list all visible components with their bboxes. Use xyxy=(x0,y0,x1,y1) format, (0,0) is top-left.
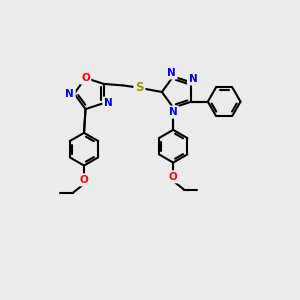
Text: N: N xyxy=(65,88,74,98)
Text: N: N xyxy=(167,68,176,78)
Text: S: S xyxy=(135,81,144,94)
Text: O: O xyxy=(169,172,178,182)
Text: O: O xyxy=(81,73,90,83)
Text: N: N xyxy=(169,107,178,117)
Text: O: O xyxy=(80,175,88,185)
Text: N: N xyxy=(189,74,197,84)
Text: N: N xyxy=(104,98,112,108)
